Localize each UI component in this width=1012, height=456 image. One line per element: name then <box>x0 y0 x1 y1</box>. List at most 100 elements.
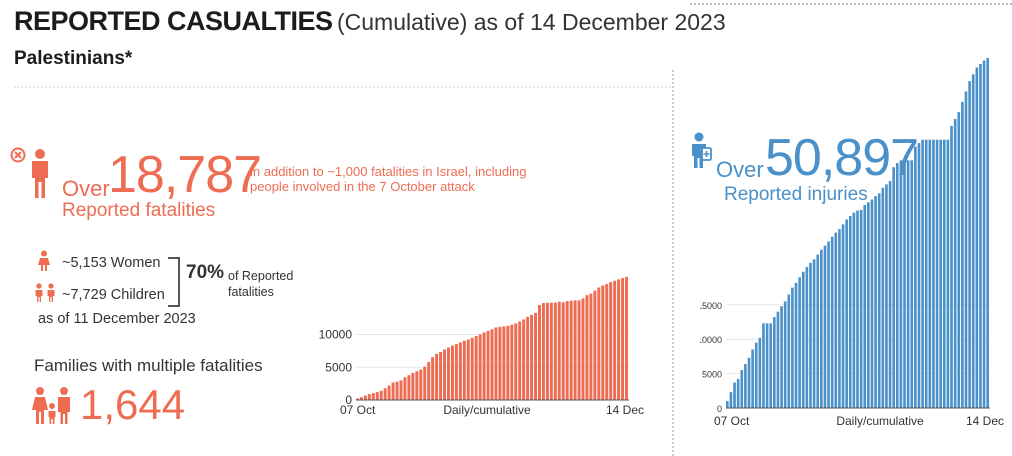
bar <box>486 330 490 400</box>
fatality-person-icon <box>10 147 48 198</box>
bar <box>502 326 506 400</box>
bar <box>605 284 609 400</box>
fatalities-note: in addition to ~1,000 fatalities in Isra… <box>250 164 527 194</box>
bar <box>867 202 870 408</box>
bar <box>431 357 435 400</box>
woman-icon <box>38 250 50 271</box>
bar <box>597 287 601 400</box>
injuries-axis: 0 5000 10000 15000 <box>700 301 990 414</box>
bar <box>892 167 895 408</box>
bar <box>910 160 914 408</box>
bracket <box>168 257 180 307</box>
bar <box>482 332 486 400</box>
bar <box>942 139 946 408</box>
bar <box>462 340 466 400</box>
bar <box>371 393 375 400</box>
bar <box>549 302 553 400</box>
bar <box>917 143 921 408</box>
bar <box>399 380 403 400</box>
bar <box>827 241 830 408</box>
bar <box>780 306 783 408</box>
bar <box>561 302 565 400</box>
bar <box>443 349 446 400</box>
bar <box>403 377 407 400</box>
bar <box>427 362 431 400</box>
bar <box>852 212 856 408</box>
section-divider <box>14 86 674 88</box>
bar <box>874 196 877 408</box>
bar <box>423 366 427 400</box>
y-tick-label: 0 <box>717 404 722 414</box>
bar <box>541 303 545 400</box>
bar <box>823 245 827 408</box>
injuries-chart: 050001000015000 07 Oct Daily/cumulative … <box>700 58 1004 428</box>
bar <box>848 216 852 408</box>
bar <box>877 193 881 408</box>
bar <box>538 305 541 400</box>
bar <box>415 371 419 400</box>
bar <box>820 249 823 408</box>
fatalities-bars <box>356 276 628 400</box>
bar <box>510 324 514 400</box>
injuries-label: Reported injuries <box>724 184 868 205</box>
bar <box>932 139 935 408</box>
percent-note: of Reported fatalities <box>228 269 294 299</box>
y-tick-label: 0 <box>345 393 352 407</box>
injuries-over-label: Over <box>716 157 764 182</box>
bar <box>888 180 892 408</box>
bar <box>950 125 953 409</box>
bar <box>762 323 765 408</box>
injured-person-icon <box>692 132 712 168</box>
bar <box>914 146 917 408</box>
bar <box>729 392 733 408</box>
bar <box>534 312 537 400</box>
bar <box>758 337 762 408</box>
bar <box>726 401 729 408</box>
bar <box>439 352 443 400</box>
bar <box>367 394 371 400</box>
bar <box>454 344 458 400</box>
bar <box>971 74 975 408</box>
bar <box>791 287 794 408</box>
bar <box>375 392 379 400</box>
bar <box>787 294 791 408</box>
bar <box>809 262 812 408</box>
bar <box>569 300 573 400</box>
injuries-bars <box>726 58 989 409</box>
bar <box>899 160 903 408</box>
bar <box>573 300 577 400</box>
bar <box>585 295 589 400</box>
women-count: ~5,153 Women <box>62 255 161 271</box>
bar <box>975 67 979 408</box>
bar <box>754 342 758 408</box>
bar <box>740 370 744 408</box>
women-children-percent: 70% <box>186 262 225 283</box>
bar <box>863 205 867 408</box>
bar <box>391 382 395 400</box>
y-tick-label: 15000 <box>700 301 722 311</box>
bar <box>589 293 593 400</box>
bar <box>733 382 736 408</box>
bar <box>845 219 848 408</box>
fatalities-axis: 0 5000 10000 <box>319 328 629 407</box>
bar <box>924 139 928 408</box>
bar <box>625 276 628 400</box>
bar <box>856 210 859 408</box>
page-title: REPORTED CASUALTIES (Cumulative) as of 1… <box>14 6 726 37</box>
bar <box>870 199 874 408</box>
bar <box>816 254 820 408</box>
bar <box>565 301 569 400</box>
y-tick-label: 10000 <box>319 328 353 342</box>
y-tick-label: 10000 <box>700 335 722 345</box>
bar <box>946 139 950 408</box>
bar <box>490 329 494 400</box>
bar <box>935 139 939 408</box>
page-subtitle: Palestinians* <box>14 48 133 69</box>
bar <box>968 81 971 408</box>
children-count: ~7,729 Children <box>62 287 165 303</box>
bar <box>553 302 557 400</box>
bar <box>474 336 478 400</box>
bar <box>407 375 411 400</box>
bar <box>805 266 809 408</box>
bar <box>765 323 769 408</box>
